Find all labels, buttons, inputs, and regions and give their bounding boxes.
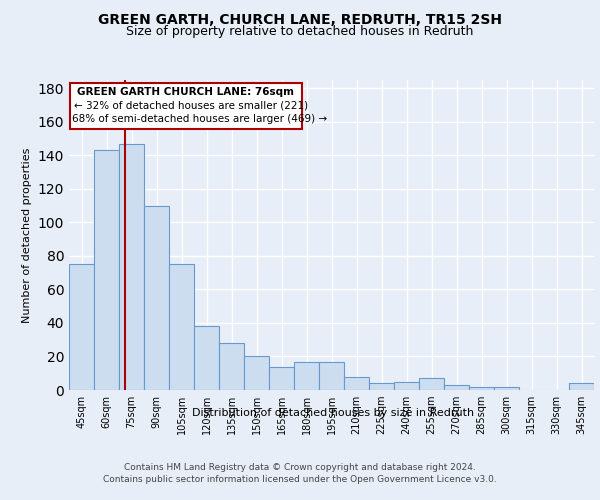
- Text: GREEN GARTH, CHURCH LANE, REDRUTH, TR15 2SH: GREEN GARTH, CHURCH LANE, REDRUTH, TR15 …: [98, 12, 502, 26]
- Text: Contains HM Land Registry data © Crown copyright and database right 2024.: Contains HM Land Registry data © Crown c…: [124, 462, 476, 471]
- Bar: [119, 144, 144, 390]
- Y-axis label: Number of detached properties: Number of detached properties: [22, 148, 32, 322]
- Text: Size of property relative to detached houses in Redruth: Size of property relative to detached ho…: [127, 25, 473, 38]
- Bar: [219, 343, 244, 390]
- Text: GREEN GARTH CHURCH LANE: 76sqm: GREEN GARTH CHURCH LANE: 76sqm: [77, 86, 294, 97]
- Bar: [94, 150, 119, 390]
- FancyBboxPatch shape: [70, 84, 302, 128]
- Bar: [444, 385, 469, 390]
- Bar: [294, 362, 319, 390]
- Bar: [494, 386, 519, 390]
- Text: Distribution of detached houses by size in Redruth: Distribution of detached houses by size …: [192, 408, 474, 418]
- Bar: [319, 362, 344, 390]
- Bar: [244, 356, 269, 390]
- Bar: [469, 386, 494, 390]
- Bar: [144, 206, 169, 390]
- Text: Contains public sector information licensed under the Open Government Licence v3: Contains public sector information licen…: [103, 475, 497, 484]
- Bar: [69, 264, 94, 390]
- Bar: [194, 326, 219, 390]
- Text: ← 32% of detached houses are smaller (221): ← 32% of detached houses are smaller (22…: [74, 100, 308, 110]
- Bar: [369, 384, 394, 390]
- Bar: [394, 382, 419, 390]
- Bar: [169, 264, 194, 390]
- Bar: [269, 366, 294, 390]
- Bar: [419, 378, 444, 390]
- Text: 68% of semi-detached houses are larger (469) →: 68% of semi-detached houses are larger (…: [72, 114, 327, 124]
- Bar: [569, 384, 594, 390]
- Bar: [344, 376, 369, 390]
